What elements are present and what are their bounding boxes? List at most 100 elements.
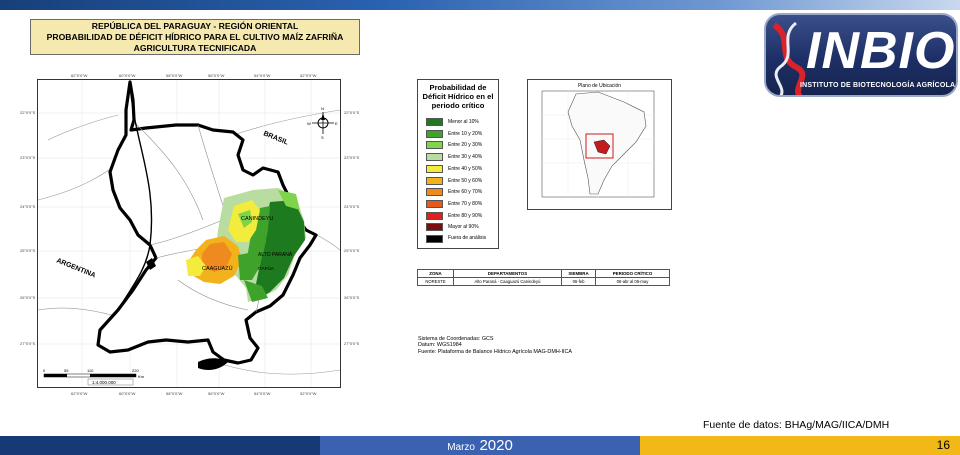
cell-zona: NORESTE (417, 277, 454, 286)
legend-swatch (426, 118, 443, 126)
lon-tick-bottom-2: 60°0'0"W (119, 391, 136, 396)
cell-siembra: 06-feb (561, 277, 596, 286)
scale-unit: Km (138, 374, 145, 379)
lon-tick-top-3: 58°0'0"W (166, 73, 183, 78)
legend-item: Entre 70 y 80% (426, 199, 498, 210)
legend-item: Entre 50 y 60% (426, 176, 498, 187)
logo-subtitle: INSTITUTO DE BIOTECNOLOGÍA AGRÍCOLA (800, 82, 956, 89)
lat-tick-right-5: 26°0'0"S (344, 295, 360, 300)
th-periodo-critico: PERIODO CRÍTICO (595, 269, 670, 278)
south-label: S (321, 135, 324, 140)
title-line-1: REPÚBLICA DEL PARAGUAY - REGIÓN ORIENTAL (91, 21, 299, 31)
department-labels: CANINDEYU ALTO PARANÁ CAAGUAZÚ ITAPÚA (202, 216, 293, 272)
west-label: W (307, 121, 311, 126)
main-map: BRASIL ARGENTINA CANINDEYU ALTO PARANÁ C… (37, 79, 341, 388)
footer-date: Marzo 2020 (320, 436, 640, 455)
legend-item: Entre 10 y 20% (426, 129, 498, 140)
out-of-analysis-zone (198, 358, 228, 370)
legend-swatch (426, 164, 443, 173)
metadata-datum: Datum: WGS1984 (418, 342, 462, 349)
scale-tick-2: 110 (87, 368, 94, 373)
north-label: N (321, 106, 324, 111)
legend-swatch (426, 141, 443, 150)
scale-ratio: 1:4.000.000 (92, 380, 116, 385)
paraguay-highlight (593, 139, 611, 155)
table-header-row: ZONA DEPARTAMENTOS SIEMBRA PERIODO CRÍTI… (417, 269, 670, 278)
title-line-2: PROBABILIDAD DE DÉFICIT HÍDRICO PARA EL … (46, 32, 344, 42)
lat-tick-left-1: 22°0'0"S (20, 110, 36, 115)
legend-label: Entre 60 y 70% (448, 189, 483, 196)
scale-bar: 0 55 110 220 Km 1:4.000.000 (43, 368, 145, 386)
location-highlight-box (585, 133, 614, 159)
legend-swatch (426, 223, 443, 232)
lat-tick-right-3: 24°0'0"S (344, 204, 360, 209)
legend-swatch (426, 176, 443, 185)
legend-item: Entre 40 y 50% (426, 164, 498, 175)
label-alto-parana: ALTO PARANÁ (258, 251, 293, 258)
legend-label: Entre 50 y 60% (448, 177, 483, 184)
label-canindeyu: CANINDEYU (241, 216, 273, 222)
legend-item: Entre 80 y 90% (426, 211, 498, 222)
metadata-coordinate-system: Sistema de Coordenadas: GCS (418, 336, 494, 342)
lat-tick-left-2: 23°0'0"S (20, 155, 36, 160)
legend-item: Entre 20 y 30% (426, 141, 498, 151)
lon-tick-bottom-1: 62°0'0"W (71, 391, 88, 396)
scale-tick-0: 0 (43, 368, 46, 373)
critical-period-table: ZONA DEPARTAMENTOS SIEMBRA PERIODO CRÍTI… (417, 269, 670, 286)
legend-label: Entre 80 y 90% (448, 212, 483, 219)
map-legend: Probabilidad de Déficit Hídrico en el pe… (417, 79, 499, 249)
footer-month: Marzo (447, 442, 475, 453)
label-brasil: BRASIL (262, 130, 289, 147)
lat-tick-right-1: 22°0'0"S (344, 110, 360, 115)
logo-wordmark: INBIO (806, 22, 956, 80)
legend-swatch (426, 199, 443, 208)
legend-item: Menor al 10% (426, 118, 498, 128)
map-title-box: REPÚBLICA DEL PARAGUAY - REGIÓN ORIENTAL… (30, 19, 360, 55)
legend-label: Menor al 10% (448, 119, 479, 125)
cell-departamentos: Alto Paraná - Caaguazú Canindeyú (453, 277, 562, 286)
lon-tick-top-1: 62°0'0"W (71, 73, 88, 78)
lat-tick-left-6: 27°0'0"S (20, 341, 36, 346)
lat-tick-right-2: 23°0'0"S (344, 155, 360, 160)
legend-label: Mayor al 90% (448, 224, 479, 231)
th-zona: ZONA (417, 269, 454, 278)
scale-tick-1: 55 (64, 368, 69, 373)
legend-label: Entre 10 y 20% (448, 130, 483, 137)
lat-tick-left-5: 26°0'0"S (20, 295, 36, 300)
map-metadata: Sistema de Coordenadas: GCS Datum: WGS19… (418, 336, 572, 355)
lon-tick-bottom-5: 54°0'0"W (254, 391, 271, 396)
label-argentina: ARGENTINA (55, 257, 96, 279)
table-row: NORESTE Alto Paraná - Caaguazú Canindeyú… (417, 277, 670, 286)
legend-swatch (426, 188, 443, 197)
th-siembra: SIEMBRA (561, 269, 596, 278)
legend-swatch (426, 211, 443, 220)
top-accent-bar (0, 0, 960, 10)
legend-item: Entre 30 y 40% (426, 153, 498, 163)
lon-tick-top-6: 52°0'0"W (300, 73, 317, 78)
lat-tick-left-3: 24°0'0"S (20, 204, 36, 209)
th-departamentos: DEPARTAMENTOS (453, 269, 562, 278)
north-arrow-icon: N S E W (307, 106, 338, 140)
lat-tick-right-6: 27°0'0"S (344, 341, 360, 346)
location-map: Plano de Ubicación (527, 79, 672, 210)
legend-label: Fuera de análisis (448, 235, 487, 241)
lon-tick-top-4: 56°0'0"W (208, 73, 225, 78)
lon-tick-bottom-3: 58°0'0"W (166, 391, 183, 396)
legend-label: Entre 70 y 80% (448, 200, 483, 207)
footer-bar-left (0, 436, 320, 455)
legend-item: Entre 60 y 70% (426, 188, 498, 198)
scale-tick-3: 220 (132, 368, 139, 373)
page-number: 16 (936, 438, 950, 452)
legend-swatch (426, 129, 443, 138)
footer-bar-middle (320, 436, 640, 455)
legend-label: Entre 30 y 40% (448, 154, 483, 161)
cell-periodo-critico: 06-abr al 06-may (595, 277, 670, 286)
paraguay-river (117, 81, 153, 311)
legend-label: Entre 20 y 30% (448, 142, 483, 149)
footer-bar-right (640, 436, 960, 455)
legend-title: Probabilidad de Déficit Hídrico en el pe… (422, 83, 494, 110)
deficit-zones (186, 188, 306, 302)
out-of-analysis-asuncion (146, 258, 156, 270)
lon-tick-bottom-6: 52°0'0"W (300, 391, 317, 396)
south-america-inset (541, 90, 655, 198)
